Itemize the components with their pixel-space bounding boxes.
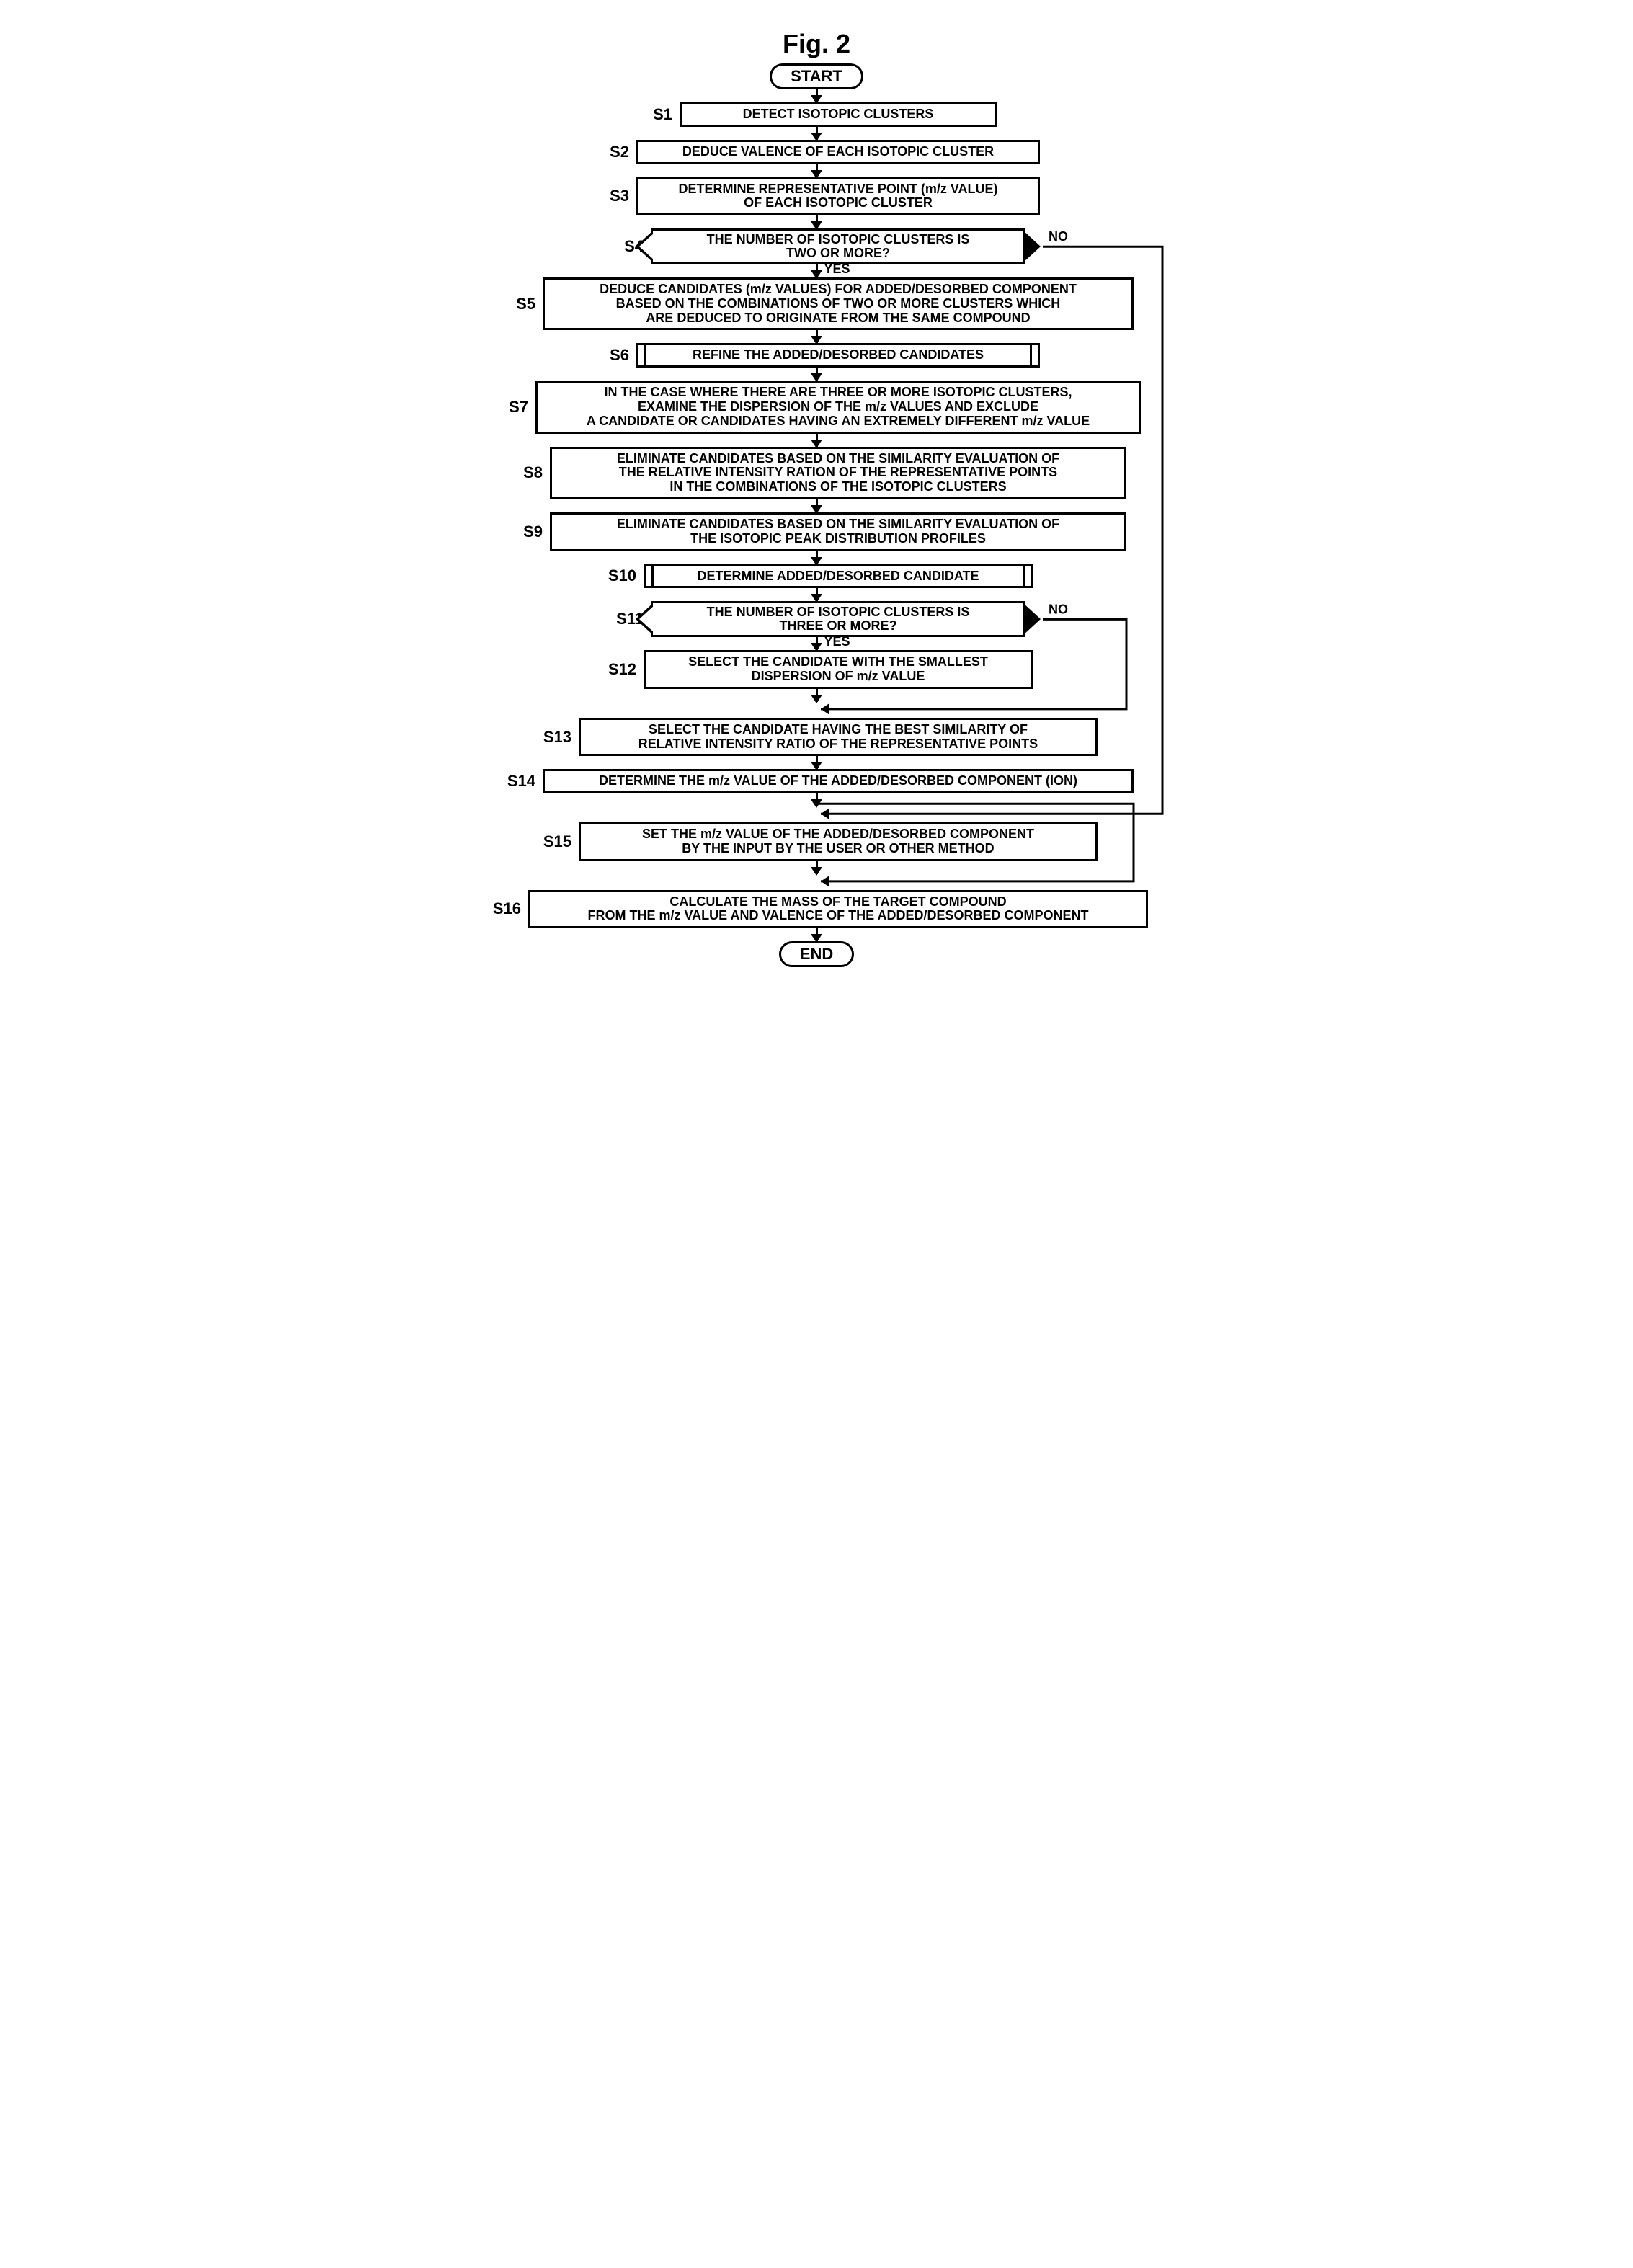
step-label: S12 [600,660,636,679]
step-label: S5 [499,295,535,313]
terminator-start: START [770,63,863,89]
flow-row: S5 DEDUCE CANDIDATES (m/z VALUES) FOR ADD… [456,277,1177,330]
arrow-down [816,434,818,447]
flow-row: S15 SET THE m/z VALUE OF THE ADDED/DESORB… [456,822,1177,861]
flow-row: S8 ELIMINATE CANDIDATES BASED ON THE SIMI… [456,447,1177,499]
flow-row: S7 IN THE CASE WHERE THERE ARE THREE OR M… [456,381,1177,433]
label-yes: YES [824,262,850,277]
arrow-down [816,756,818,769]
flow-row: S13 SELECT THE CANDIDATE HAVING THE BEST … [456,718,1177,757]
step-text: SELECT THE CANDIDATE WITH THE SMALLESTDI… [688,655,988,684]
flow-row: S12 SELECT THE CANDIDATE WITH THE SMALLES… [456,650,1177,689]
step-text: DETERMINE ADDED/DESORBED CANDIDATE [697,569,979,584]
step-text: ELIMINATE CANDIDATES BASED ON THE SIMILA… [617,452,1059,494]
step-text: IN THE CASE WHERE THERE ARE THREE OR MOR… [587,386,1090,428]
step-label: S6 [593,346,629,365]
step-label: S16 [485,899,521,918]
step-s9: ELIMINATE CANDIDATES BASED ON THE SIMILA… [550,512,1126,551]
step-text: THE NUMBER OF ISOTOPIC CLUSTERS ISTWO OR… [707,233,970,260]
arrow-down [816,330,818,343]
step-label: S14 [499,772,535,791]
terminator-end: END [779,941,854,967]
flowchart-container: Fig. 2 START S1DETECT ISOTOPIC CLUSTERSS… [456,29,1177,967]
arrow-down: YES [816,637,818,650]
arrow-down [816,588,818,601]
step-label: S8 [507,463,543,482]
flow-row: S2 DEDUCE VALENCE OF EACH ISOTOPIC CLUSTE… [456,140,1177,164]
step-text: REFINE THE ADDED/DESORBED CANDIDATES [693,348,984,363]
arrow-down [816,89,818,102]
arrow-down [816,127,818,140]
step-s10: DETERMINE ADDED/DESORBED CANDIDATE [644,564,1033,589]
step-text: DETERMINE REPRESENTATIVE POINT (m/z VALU… [678,182,997,211]
step-label: S7 [492,398,528,417]
step-text: DETERMINE THE m/z VALUE OF THE ADDED/DES… [599,774,1077,788]
step-label: S2 [593,143,629,161]
step-s16: CALCULATE THE MASS OF THE TARGET COMPOUN… [528,890,1148,929]
step-s11: THE NUMBER OF ISOTOPIC CLUSTERS ISTHREE … [651,601,1025,637]
step-s12: SELECT THE CANDIDATE WITH THE SMALLESTDI… [644,650,1033,689]
step-s7: IN THE CASE WHERE THERE ARE THREE OR MOR… [535,381,1141,433]
arrow-down: YES [816,264,818,277]
step-text: SET THE m/z VALUE OF THE ADDED/DESORBED … [642,827,1034,856]
step-text: THE NUMBER OF ISOTOPIC CLUSTERS ISTHREE … [707,605,970,633]
flow-row: S3 DETERMINE REPRESENTATIVE POINT (m/z VA… [456,177,1177,216]
flow-row: S9 ELIMINATE CANDIDATES BASED ON THE SIMI… [456,512,1177,551]
step-text: DETECT ISOTOPIC CLUSTERS [743,107,934,122]
step-text: CALCULATE THE MASS OF THE TARGET COMPOUN… [587,895,1088,924]
step-s8: ELIMINATE CANDIDATES BASED ON THE SIMILA… [550,447,1126,499]
step-s6: REFINE THE ADDED/DESORBED CANDIDATES [636,343,1040,368]
step-text: SELECT THE CANDIDATE HAVING THE BEST SIM… [638,723,1038,752]
step-label: S15 [535,832,571,851]
step-label: S13 [535,728,571,747]
figure-title: Fig. 2 [456,29,1177,59]
arrow-down [816,164,818,177]
arrow-down [816,551,818,564]
step-text: DEDUCE CANDIDATES (m/z VALUES) FOR ADDED… [600,283,1077,325]
arrow-down [816,368,818,381]
step-s4: THE NUMBER OF ISOTOPIC CLUSTERS ISTWO OR… [651,228,1025,264]
flow-row: S1 DETECT ISOTOPIC CLUSTERS [456,102,1177,127]
flow-row: S10 DETERMINE ADDED/DESORBED CANDIDATE [456,564,1177,589]
step-s13: SELECT THE CANDIDATE HAVING THE BEST SIM… [579,718,1098,757]
flow-row: S11THE NUMBER OF ISOTOPIC CLUSTERS ISTHR… [456,601,1177,637]
label-yes: YES [824,634,850,649]
arrow-down [816,861,818,874]
step-s15: SET THE m/z VALUE OF THE ADDED/DESORBED … [579,822,1098,861]
flowchart-column: START S1 DETECT ISOTOPIC CLUSTERS S2 DEDUCE… [456,63,1177,967]
step-label: S9 [507,522,543,541]
arrow-down [816,215,818,228]
flow-row: S14 DETERMINE THE m/z VALUE OF THE ADDED/… [456,769,1177,793]
flow-row: S16 CALCULATE THE MASS OF THE TARGET COMP… [456,890,1177,929]
step-s5: DEDUCE CANDIDATES (m/z VALUES) FOR ADDED… [543,277,1134,330]
step-label: S10 [600,566,636,585]
arrow-down [816,689,818,702]
flow-row: S4THE NUMBER OF ISOTOPIC CLUSTERS ISTWO … [456,228,1177,264]
arrow-down [816,793,818,806]
step-s2: DEDUCE VALENCE OF EACH ISOTOPIC CLUSTER [636,140,1040,164]
flow-row: S6 REFINE THE ADDED/DESORBED CANDIDATES [456,343,1177,368]
step-label: S3 [593,187,629,205]
step-s14: DETERMINE THE m/z VALUE OF THE ADDED/DES… [543,769,1134,793]
arrow-down [816,499,818,512]
arrow-down [816,928,818,941]
step-text: ELIMINATE CANDIDATES BASED ON THE SIMILA… [617,517,1059,546]
step-s1: DETECT ISOTOPIC CLUSTERS [680,102,997,127]
step-label: S1 [636,105,672,124]
step-text: DEDUCE VALENCE OF EACH ISOTOPIC CLUSTER [682,145,994,159]
step-s3: DETERMINE REPRESENTATIVE POINT (m/z VALU… [636,177,1040,216]
